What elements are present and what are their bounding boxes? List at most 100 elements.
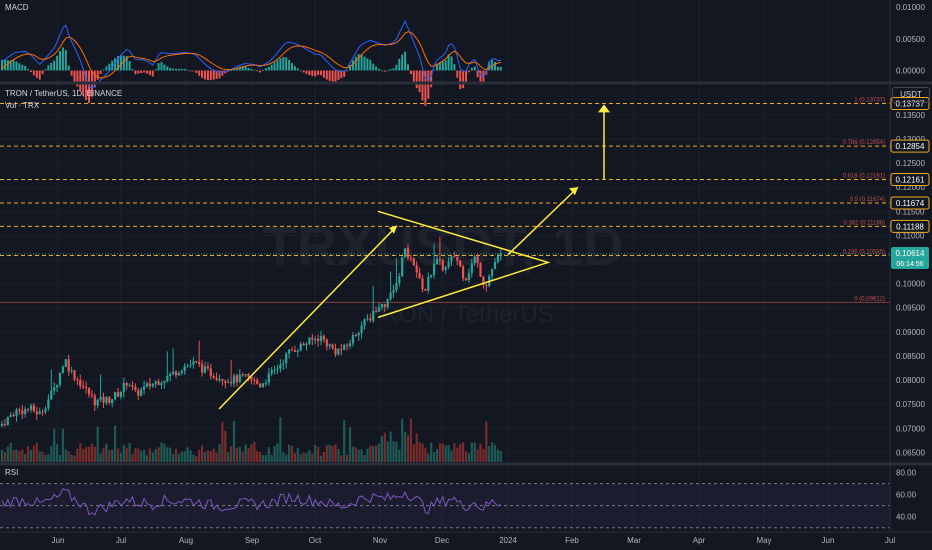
- volume-bar: [273, 446, 276, 462]
- price-axis[interactable]: 0.06500 0.07000 0.07500 0.08000 0.08500 0.090…: [890, 3, 930, 522]
- macd-histogram-bar: [61, 47, 64, 71]
- volume-bar: [369, 445, 372, 462]
- signal-line: [1, 31, 501, 79]
- candle-body: [459, 260, 462, 267]
- volume-bar: [160, 442, 163, 462]
- macd-histogram-bar: [12, 60, 15, 71]
- target-arrow-head: [598, 104, 610, 113]
- volume-bar: [38, 451, 41, 462]
- candle-body: [288, 349, 291, 354]
- candle-body: [473, 256, 476, 264]
- fib-price-tag: [890, 196, 930, 210]
- macd-histogram-bar: [180, 68, 183, 71]
- macd-histogram-bar: [293, 66, 296, 71]
- volume-bar: [134, 448, 137, 462]
- volume-bar: [476, 449, 479, 462]
- macd-histogram-bar: [27, 69, 30, 71]
- macd-histogram-bar: [488, 61, 491, 71]
- candle-body: [433, 264, 436, 275]
- trend-drawings[interactable]: [218, 104, 610, 410]
- volume-bar: [73, 455, 76, 462]
- candle-body: [238, 374, 241, 383]
- currency-button[interactable]: USDT: [892, 87, 930, 103]
- candle-body: [409, 257, 412, 259]
- macd-histogram-bar: [108, 63, 111, 71]
- macd-histogram-bar: [262, 70, 264, 71]
- macd-histogram-bar: [15, 61, 18, 71]
- candle-body: [267, 373, 270, 383]
- fibonacci-retracement[interactable]: 0 (0.09612) 0.236 (0.10585) 0.382 (0.11188…: [0, 97, 890, 303]
- candle-body: [82, 386, 85, 388]
- volume-bar: [256, 450, 259, 462]
- candle-body: [186, 365, 189, 367]
- volume-bar: [64, 449, 67, 462]
- candle-body: [160, 382, 163, 386]
- candle-body: [319, 336, 323, 342]
- volume-bar: [128, 443, 131, 462]
- price-tick-label: 0.09500: [896, 304, 925, 313]
- candle-body: [195, 361, 198, 363]
- candle-body: [166, 375, 169, 381]
- candle-body: [450, 256, 453, 262]
- candle-body: [435, 258, 439, 265]
- volume-bar: [314, 444, 317, 462]
- candle-body: [392, 290, 395, 293]
- volume-bar: [322, 451, 325, 462]
- macd-histogram-bar: [64, 49, 67, 71]
- macd-histogram-bar: [346, 70, 349, 72]
- watermark-name: TRON / TetherUS: [366, 301, 554, 328]
- volume-bar: [479, 443, 482, 462]
- macd-histogram-bar: [105, 66, 108, 71]
- volume-bar: [238, 446, 241, 462]
- volume-bar: [53, 428, 56, 462]
- price-tick-label: 0.11500: [896, 207, 925, 216]
- volume-bar: [3, 452, 6, 462]
- candle-body: [218, 378, 221, 381]
- macd-histogram-bar: [389, 69, 392, 71]
- volume-bar: [154, 449, 157, 462]
- candle-body: [386, 299, 389, 307]
- macd-histogram-bar: [35, 70, 38, 78]
- volume-bar: [357, 449, 360, 462]
- candle-body: [12, 415, 15, 417]
- macd-histogram-bar: [44, 69, 47, 71]
- candle-body: [462, 266, 465, 279]
- candle-body: [404, 248, 407, 258]
- macd-histogram-bar: [349, 64, 351, 71]
- volume-bar: [334, 444, 337, 462]
- candle-body: [482, 276, 485, 285]
- time-tick-label: Dec: [435, 536, 449, 545]
- volume-bar: [27, 446, 30, 462]
- macd-histogram-bar: [111, 60, 114, 71]
- macd-histogram-bar: [447, 54, 450, 71]
- price-tick-label: 0.08500: [896, 352, 925, 361]
- volume-bar: [206, 450, 209, 462]
- volume-bar: [456, 447, 459, 462]
- macd-histogram-bar: [401, 54, 404, 71]
- volume-bar: [12, 450, 15, 462]
- fib-level-label: 0.382 (0.11188): [844, 220, 885, 226]
- macd-histogram-bar: [424, 70, 427, 106]
- macd-histogram-bar: [267, 66, 270, 71]
- time-axis[interactable]: Jun Jul Aug Sep Oct Nov Dec 2024 Feb Mar Apr May Jun…: [52, 536, 896, 545]
- volume-bar: [418, 442, 421, 462]
- candle-body: [305, 344, 308, 346]
- volume-bar: [102, 447, 105, 462]
- volume-bar: [6, 446, 9, 462]
- volume-bar: [18, 451, 21, 462]
- macd-histogram-bar: [186, 69, 189, 71]
- macd-histogram-bar: [328, 70, 331, 81]
- macd-histogram-bar: [102, 69, 105, 71]
- volume-bar: [293, 453, 296, 462]
- candle-body: [334, 348, 337, 355]
- candle-body: [230, 381, 233, 384]
- time-tick-label: Apr: [693, 536, 706, 545]
- volume-bar: [404, 431, 407, 462]
- macd-histogram-bar: [412, 70, 415, 83]
- candle-body: [157, 381, 160, 386]
- volume-bar: [288, 444, 291, 462]
- volume-bar: [485, 421, 488, 462]
- macd-histogram-bar: [441, 61, 444, 71]
- candle-body: [85, 386, 88, 388]
